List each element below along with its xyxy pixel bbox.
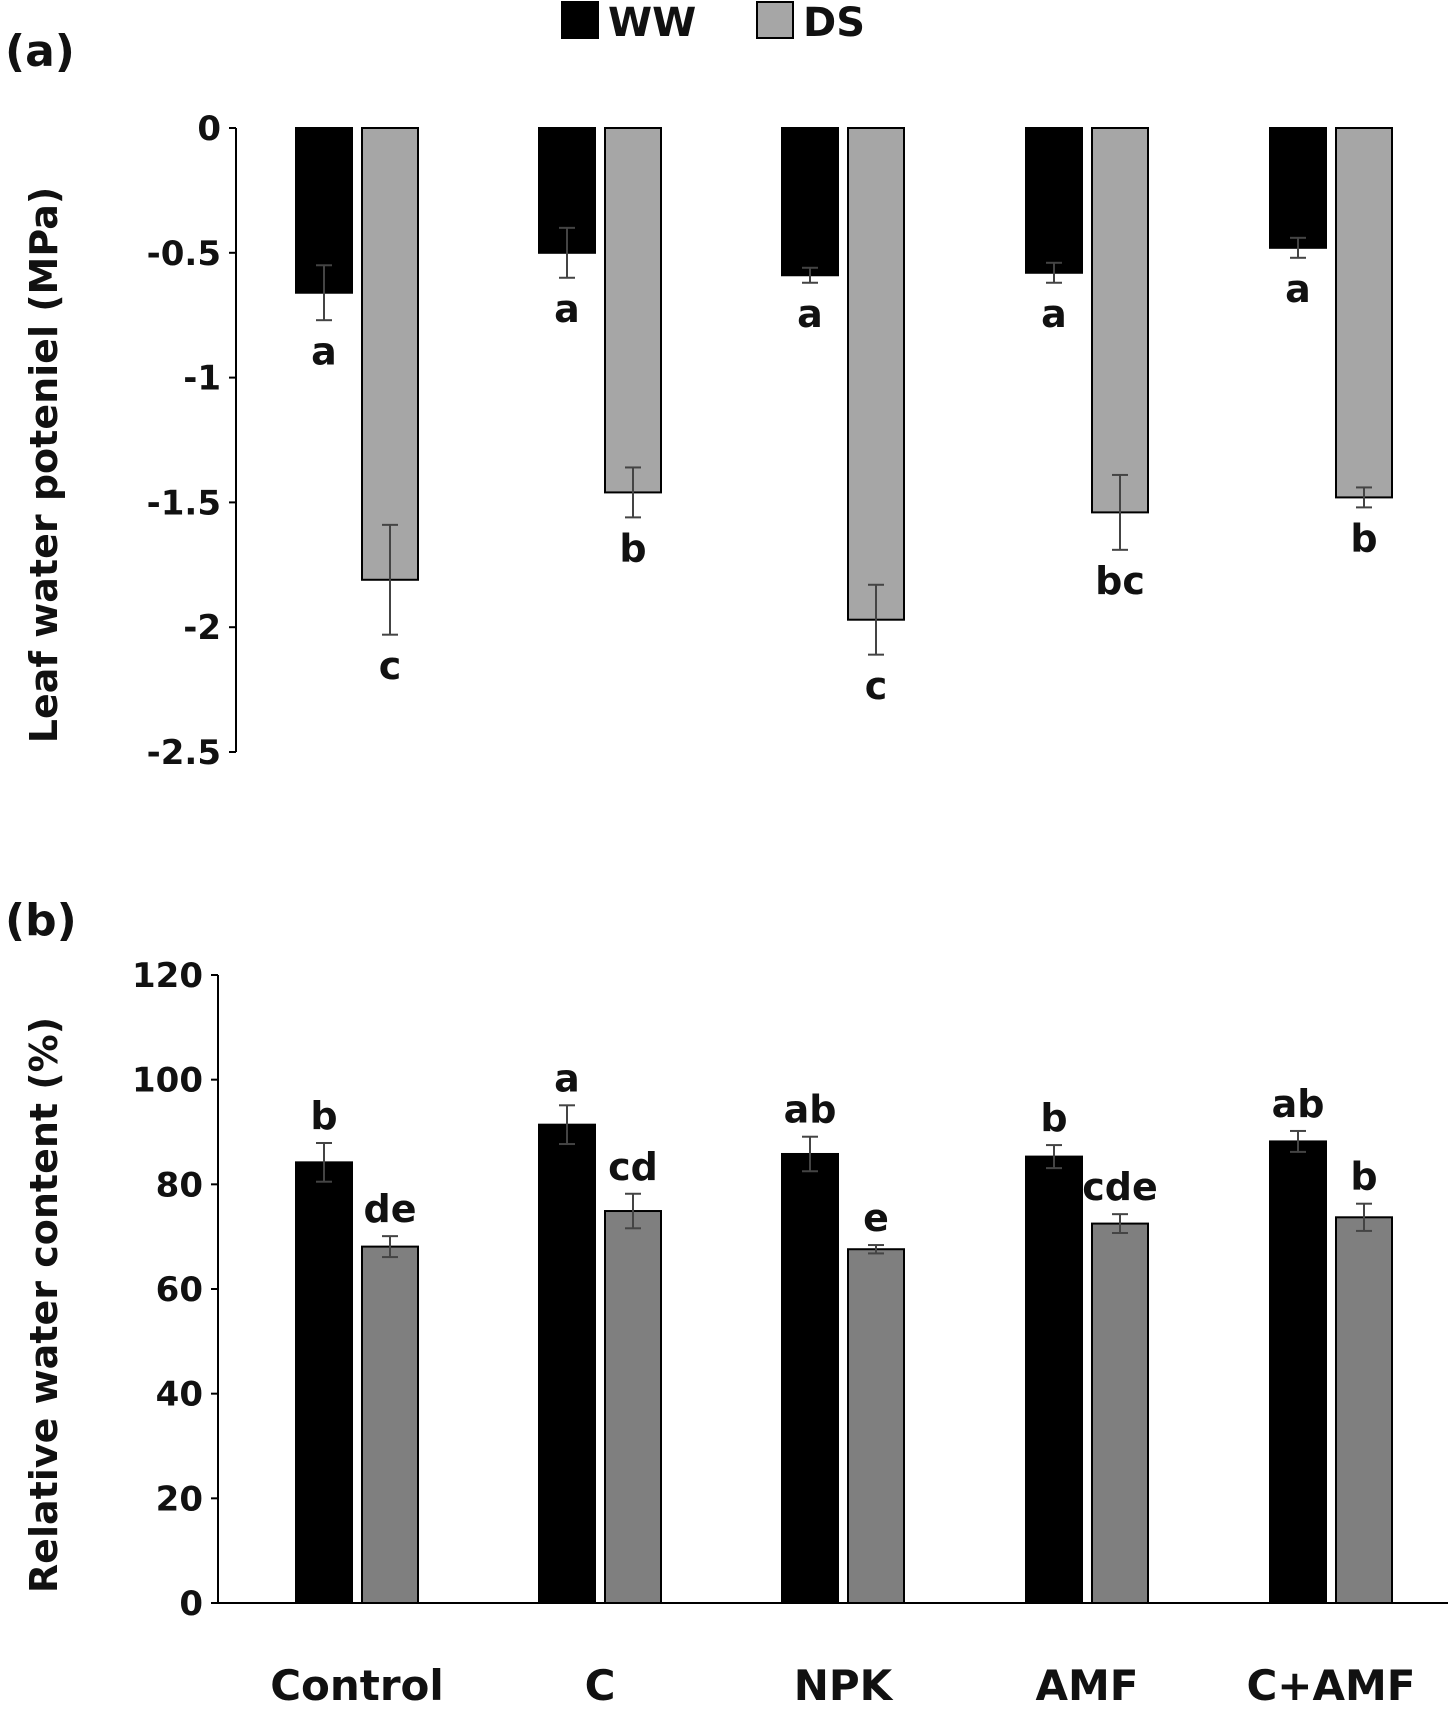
letter-b-ds-3: cde bbox=[1082, 1165, 1158, 1209]
bar-a-ds-2 bbox=[847, 127, 905, 621]
y-tick-label-b-1: 20 bbox=[156, 1479, 203, 1519]
y-tick-label-a-0: 0 bbox=[197, 109, 221, 149]
bar-b-ww-0 bbox=[295, 1161, 353, 1605]
letter-a-ww-0: a bbox=[311, 329, 337, 373]
y-tick-label-b-6: 120 bbox=[132, 956, 203, 996]
y-tick-label-a-1: -0.5 bbox=[147, 234, 221, 274]
letter-a-ww-3: a bbox=[1041, 292, 1067, 336]
bar-a-ww-4 bbox=[1269, 127, 1327, 249]
letter-b-ds-0: de bbox=[364, 1187, 417, 1231]
panel-label-b: (b) bbox=[5, 895, 77, 946]
bar-a-ds-0 bbox=[361, 127, 419, 581]
bar-a-ww-3 bbox=[1025, 127, 1083, 274]
bar-b-ds-2 bbox=[847, 1248, 905, 1605]
y-tick-label-b-2: 40 bbox=[156, 1375, 203, 1415]
bar-b-ds-1 bbox=[604, 1210, 662, 1604]
y-tick-label-b-3: 60 bbox=[156, 1270, 203, 1310]
letter-a-ds-1: b bbox=[619, 527, 646, 571]
bar-b-ww-2 bbox=[781, 1152, 839, 1604]
letter-b-ww-0: b bbox=[310, 1094, 337, 1138]
letter-a-ds-4: b bbox=[1350, 517, 1377, 561]
bar-b-ww-3 bbox=[1025, 1155, 1083, 1604]
y-tick-label-a-3: -1.5 bbox=[147, 483, 221, 523]
x-tick-label-4: C+AMF bbox=[1246, 1661, 1415, 1710]
bar-b-ww-4 bbox=[1269, 1140, 1327, 1605]
letter-b-ds-4: b bbox=[1350, 1155, 1377, 1199]
legend-label-ds: DS bbox=[803, 0, 865, 46]
letter-b-ww-1: a bbox=[554, 1056, 580, 1100]
x-tick-label-1: C bbox=[585, 1661, 616, 1710]
bar-a-ds-3 bbox=[1091, 127, 1149, 514]
legend-label-ww: WW bbox=[608, 0, 696, 46]
letter-a-ww-2: a bbox=[797, 292, 823, 336]
letter-b-ds-2: e bbox=[863, 1196, 889, 1240]
letter-a-ds-2: c bbox=[865, 664, 888, 708]
y-axis-title-a: Leaf water poteniel (MPa) bbox=[22, 187, 66, 743]
legend-swatch-ww bbox=[561, 1, 599, 39]
bar-b-ds-0 bbox=[361, 1245, 419, 1604]
bar-b-ds-4 bbox=[1335, 1216, 1393, 1604]
bar-b-ds-3 bbox=[1091, 1222, 1149, 1605]
y-tick-label-b-0: 0 bbox=[179, 1584, 203, 1624]
x-tick-label-2: NPK bbox=[794, 1661, 894, 1710]
y-tick-label-b-4: 80 bbox=[156, 1165, 203, 1205]
legend-swatch-ds bbox=[756, 1, 794, 39]
y-tick-label-b-5: 100 bbox=[132, 1061, 203, 1101]
letter-b-ww-4: ab bbox=[1272, 1082, 1325, 1126]
y-tick-label-a-5: -2.5 bbox=[147, 733, 221, 773]
panel-label-a: (a) bbox=[5, 26, 75, 77]
letter-a-ww-1: a bbox=[554, 287, 580, 331]
bar-a-ds-4 bbox=[1335, 127, 1393, 499]
bar-a-ww-2 bbox=[781, 127, 839, 277]
y-axis-title-b: Relative water content (%) bbox=[22, 1017, 66, 1593]
x-tick-label-3: AMF bbox=[1036, 1661, 1139, 1710]
letter-b-ww-2: ab bbox=[784, 1088, 837, 1132]
letter-a-ds-0: c bbox=[379, 644, 402, 688]
bar-b-ww-1 bbox=[538, 1123, 596, 1604]
bar-a-ds-1 bbox=[604, 127, 662, 494]
letter-b-ds-1: cd bbox=[608, 1145, 658, 1189]
legend: WW DS bbox=[561, 0, 865, 46]
y-tick-label-a-4: -2 bbox=[183, 608, 221, 648]
x-tick-label-0: Control bbox=[270, 1661, 444, 1710]
letter-a-ww-4: a bbox=[1285, 267, 1311, 311]
letter-b-ww-3: b bbox=[1040, 1096, 1067, 1140]
letter-a-ds-3: bc bbox=[1095, 559, 1145, 603]
y-tick-label-a-2: -1 bbox=[183, 359, 221, 399]
